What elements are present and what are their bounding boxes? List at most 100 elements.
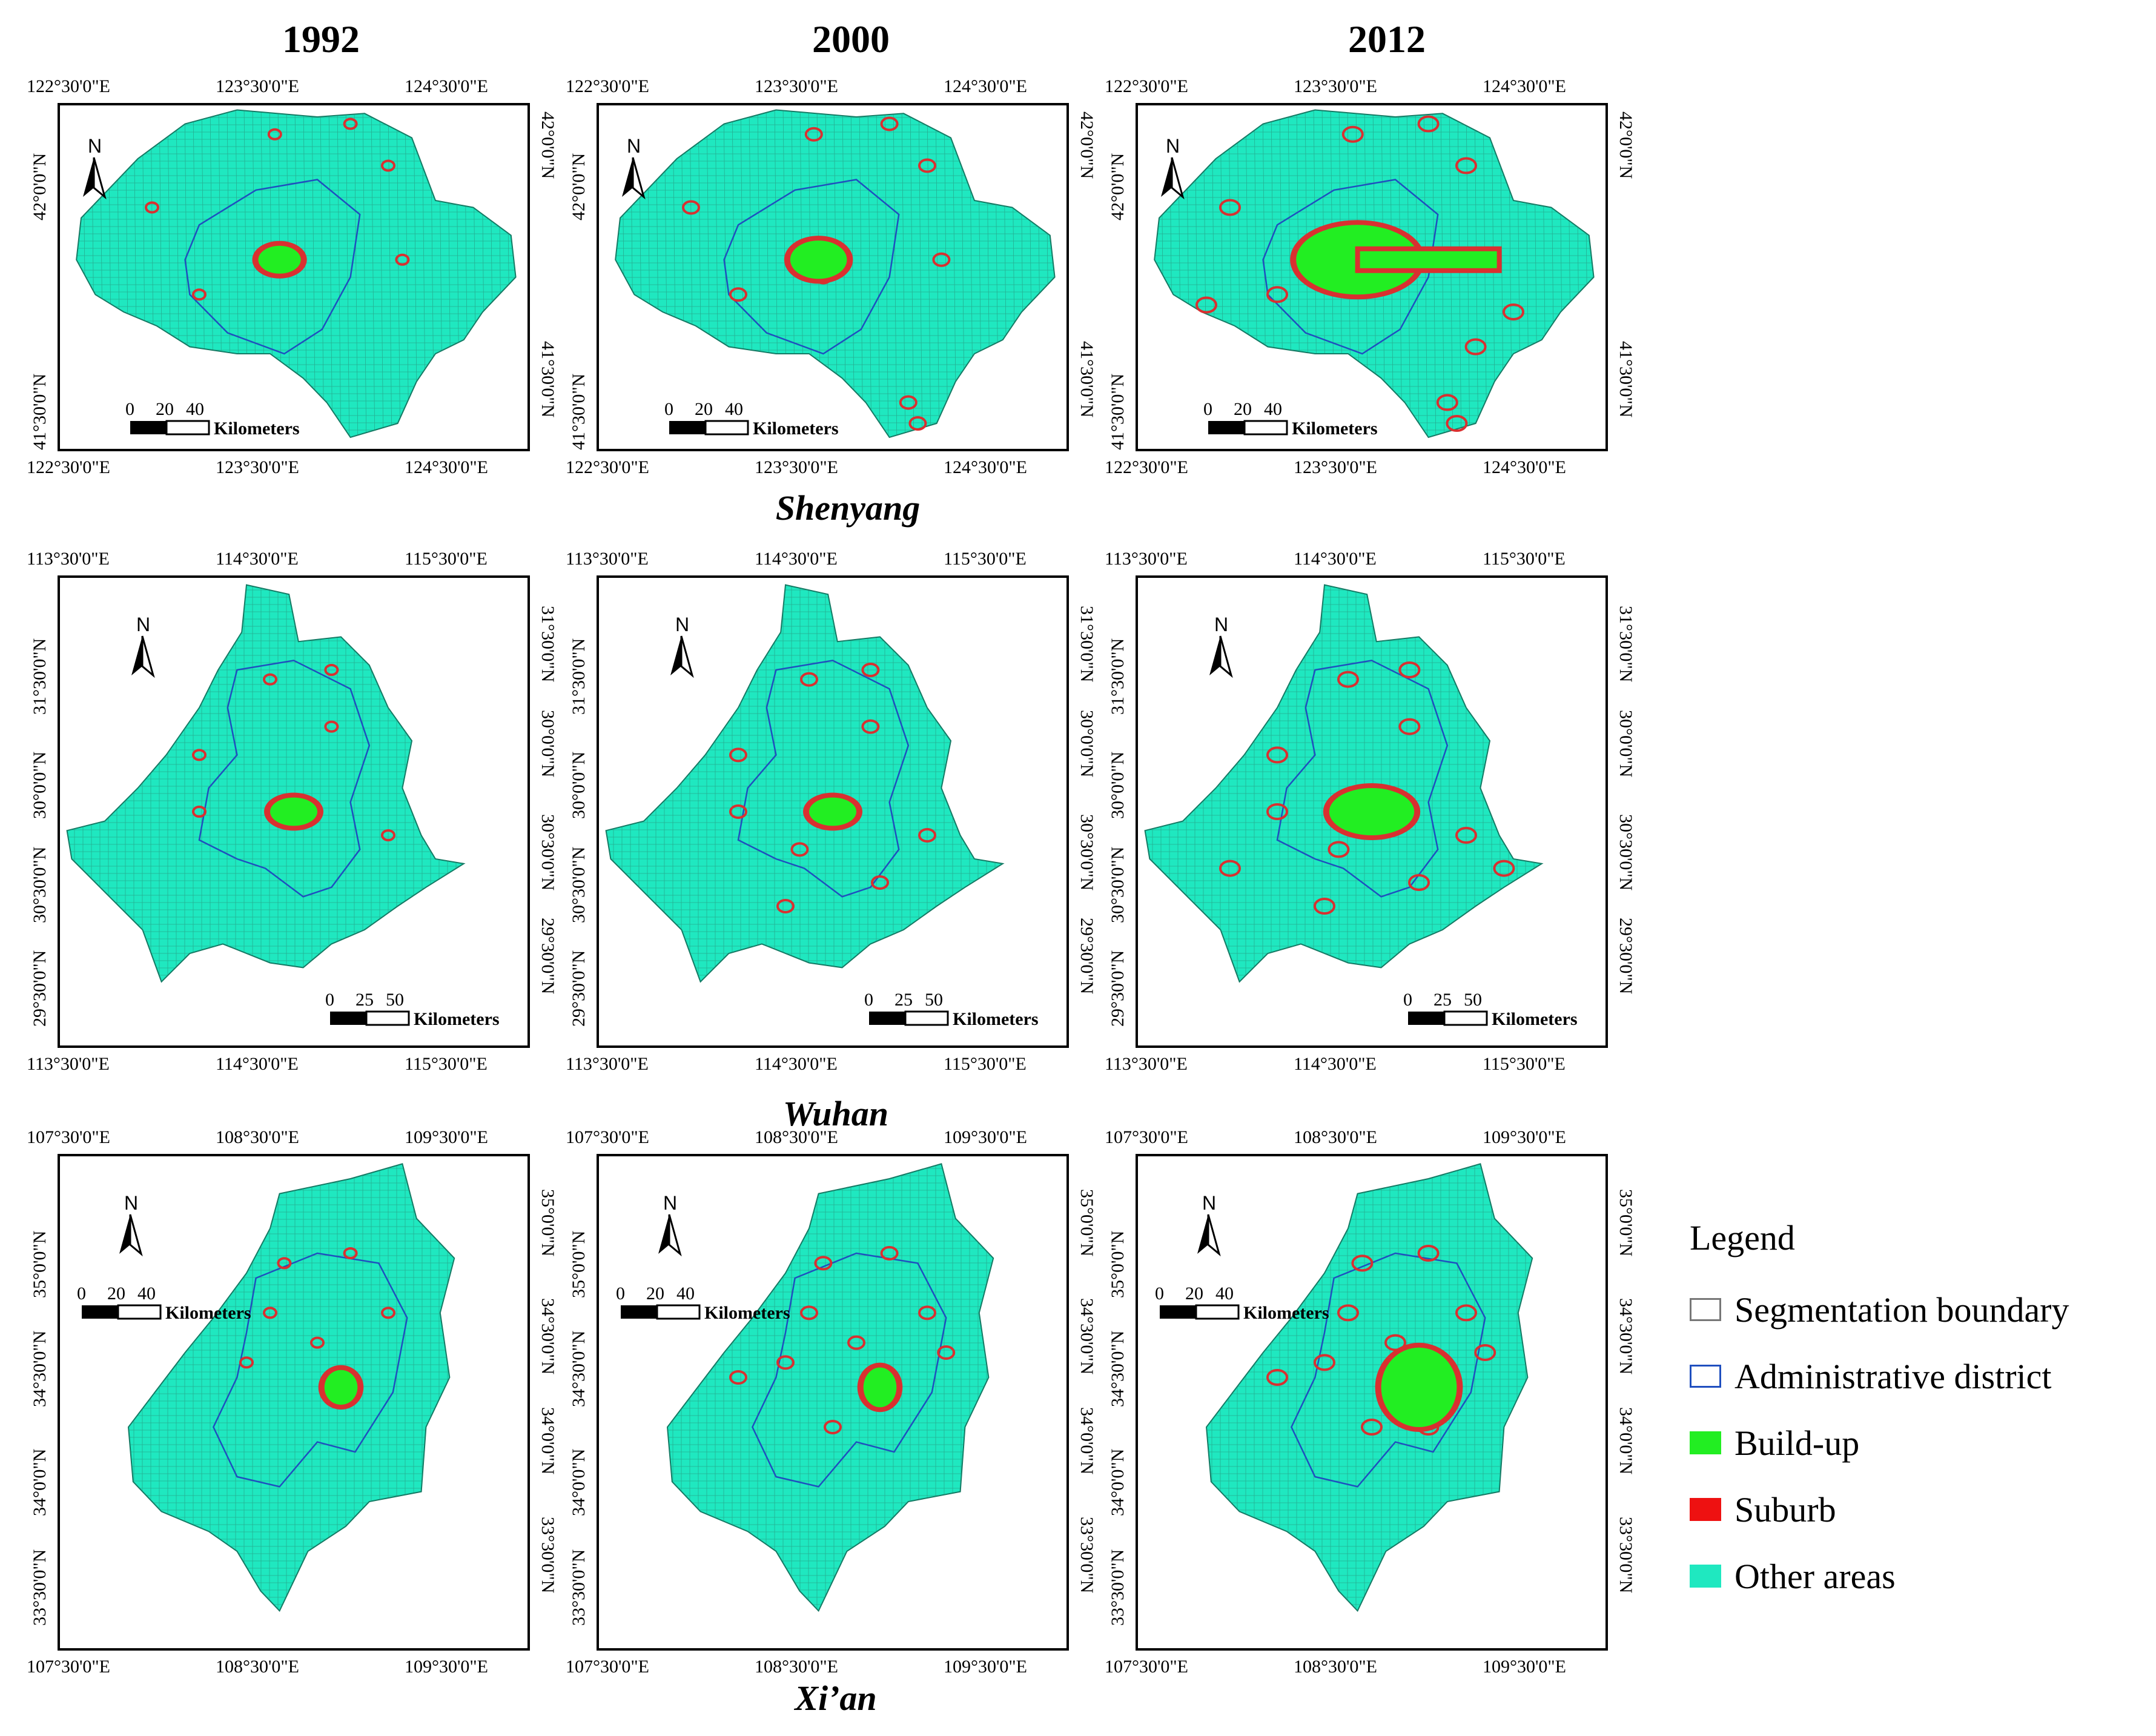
lat-tick-right: 34°30'0"N — [1616, 1298, 1636, 1375]
year-title-2012: 2012 — [1348, 18, 1426, 61]
suburb-patch — [1503, 303, 1524, 320]
build-up-corridor — [1355, 246, 1502, 273]
build-up-core — [863, 1367, 897, 1408]
lat-tick-right: 30°0'0"N — [538, 710, 558, 778]
suburb-patch — [1455, 157, 1477, 174]
north-arrow-icon: N — [622, 135, 646, 200]
build-up-core — [258, 245, 301, 274]
scale-number: 50 — [386, 990, 404, 1010]
scale-number: 50 — [925, 990, 943, 1010]
suburb-patch — [1455, 827, 1477, 844]
suburb-patch — [776, 899, 795, 913]
map-panel-xian-2012: N 0 20 40 Kilometers — [1136, 1154, 1608, 1651]
lat-tick-right: 33°30'0"N — [1616, 1516, 1636, 1594]
year-title-1992: 1992 — [282, 18, 360, 61]
north-arrow-icon: N — [83, 135, 107, 200]
suburb-patch — [310, 1336, 325, 1349]
lon-tick-top: 109°30'0"E — [1483, 1127, 1566, 1147]
legend-label-buildup: Build-up — [1734, 1423, 1860, 1463]
north-label: N — [1214, 614, 1228, 635]
lon-tick-bottom: 122°30'0"E — [27, 457, 110, 477]
lon-tick-top: 107°30'0"E — [27, 1127, 110, 1147]
suburb-patch — [682, 200, 700, 215]
lon-tick-top: 115°30'0"E — [944, 549, 1027, 569]
build-up-core — [324, 1370, 358, 1405]
lat-tick-left: 29°30'0"N — [1108, 950, 1128, 1027]
scale-number: 0 — [1155, 1284, 1164, 1304]
lat-tick-left: 34°0'0"N — [569, 1449, 589, 1517]
lat-tick-left: 31°30'0"N — [1108, 638, 1128, 715]
suburb-patch — [880, 1246, 899, 1261]
lat-tick-left: 34°30'0"N — [30, 1330, 50, 1407]
lat-tick-right: 41°30'0"N — [538, 341, 558, 418]
suburb-patch — [1314, 1354, 1335, 1371]
legend-swatch-administrative — [1690, 1365, 1721, 1388]
legend-item-suburb: Suburb — [1690, 1476, 2150, 1543]
suburb-patch — [1219, 860, 1241, 877]
suburb-patch — [1398, 718, 1421, 735]
lon-tick-top: 123°30'0"E — [1294, 76, 1377, 96]
north-arrow-icon: N — [1209, 614, 1233, 678]
scale-number: 0 — [125, 399, 134, 419]
lon-tick-top: 113°30'0"E — [27, 549, 110, 569]
build-up-core — [270, 797, 317, 826]
administrative-district — [1291, 1252, 1486, 1488]
lat-tick-right: 42°0'0"N — [538, 111, 558, 179]
suburb-patch — [1266, 286, 1288, 303]
lat-tick-left: 35°0'0"N — [1108, 1230, 1128, 1298]
suburb-patch — [1337, 671, 1359, 688]
legend-swatch-suburb — [1690, 1498, 1721, 1521]
lat-tick-left: 42°0'0"N — [30, 153, 50, 220]
scale-number: 20 — [646, 1284, 664, 1304]
suburb-patch — [1408, 874, 1430, 891]
suburb-patch — [192, 288, 207, 301]
lon-tick-bottom: 124°30'0"E — [405, 457, 488, 477]
suburb-patch — [239, 1356, 254, 1369]
scale-bar: 0 20 40 Kilometers — [616, 1284, 790, 1323]
lon-tick-top: 108°30'0"E — [216, 1127, 299, 1147]
lon-tick-top: 115°30'0"E — [1483, 549, 1566, 569]
suburb-patch — [804, 127, 823, 142]
build-up-core — [790, 240, 847, 279]
north-arrow-icon: N — [131, 614, 155, 678]
map-canvas: N 0 25 50 Kilometers — [1136, 575, 1608, 1048]
north-arrow-icon: N — [1161, 135, 1185, 200]
lat-tick-left: 29°30'0"N — [30, 950, 50, 1027]
lat-tick-right: 31°30'0"N — [538, 606, 558, 683]
north-label: N — [136, 614, 150, 635]
map-canvas: N 0 20 40 Kilometers — [58, 103, 530, 451]
scale-number: 50 — [1464, 990, 1482, 1010]
legend-item-other: Other areas — [1690, 1543, 2150, 1609]
lon-tick-top: 109°30'0"E — [405, 1127, 488, 1147]
other-areas-region — [1205, 1163, 1533, 1612]
lon-tick-bottom: 124°30'0"E — [1483, 457, 1566, 477]
lon-tick-bottom: 114°30'0"E — [1294, 1054, 1377, 1074]
lon-tick-bottom: 108°30'0"E — [755, 1657, 838, 1677]
north-label: N — [124, 1192, 138, 1214]
lat-tick-right: 29°30'0"N — [1616, 918, 1636, 995]
lon-tick-top: 108°30'0"E — [1294, 1127, 1377, 1147]
legend-label-suburb: Suburb — [1734, 1489, 1836, 1529]
map-canvas: N 0 20 40 Kilometers — [58, 1154, 530, 1651]
lat-tick-left: 31°30'0"N — [569, 638, 589, 715]
lat-tick-right: 29°30'0"N — [1077, 918, 1097, 995]
suburb-patch — [1266, 1369, 1288, 1386]
lon-tick-top: 108°30'0"E — [755, 1127, 838, 1147]
lat-tick-right: 42°0'0"N — [1077, 111, 1097, 179]
suburb-patch — [908, 416, 927, 431]
lat-tick-left: 34°0'0"N — [1108, 1449, 1128, 1517]
lon-tick-top: 113°30'0"E — [1105, 549, 1188, 569]
lon-tick-top: 124°30'0"E — [405, 76, 488, 96]
scale-unit: Kilometers — [1292, 419, 1378, 439]
suburb-patch — [263, 673, 277, 686]
suburb-patch — [729, 287, 747, 302]
lon-tick-bottom: 113°30'0"E — [1105, 1054, 1188, 1074]
scale-bar: 0 20 40 Kilometers — [1203, 399, 1378, 439]
scale-bar: 0 25 50 Kilometers — [1403, 990, 1578, 1029]
lon-tick-bottom: 114°30'0"E — [755, 1054, 838, 1074]
scale-number: 25 — [355, 990, 374, 1010]
lat-tick-right: 30°30'0"N — [1616, 813, 1636, 890]
north-label: N — [1202, 1192, 1216, 1214]
north-arrow-icon: N — [119, 1192, 143, 1257]
suburb-patch — [1436, 394, 1458, 411]
